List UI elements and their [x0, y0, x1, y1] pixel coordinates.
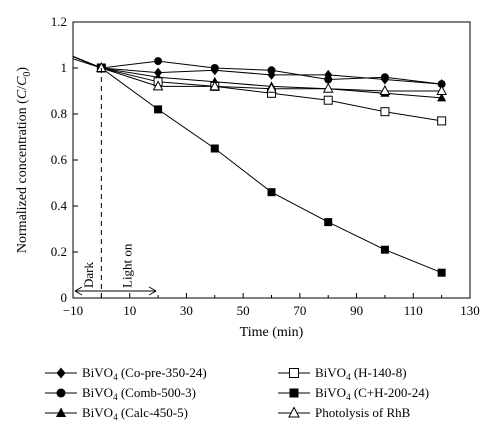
- x-tick-label: 130: [460, 303, 480, 318]
- series-line: [72, 56, 442, 85]
- y-tick-label: 0.8: [51, 106, 67, 121]
- arrow-head-right: [148, 286, 157, 296]
- data-point: [209, 80, 221, 91]
- data-point: [154, 57, 163, 66]
- x-tick-label: −10: [63, 303, 83, 318]
- series-3: [72, 56, 447, 102]
- data-point: [380, 245, 389, 254]
- axes: 0 0.2 0.4 0.6 0.8 1 1.2 −10 10 30 50 70 90 110 130 Time…: [15, 14, 480, 340]
- y-tick-label: 0.2: [51, 244, 67, 259]
- data-point: [323, 95, 333, 105]
- series-6: [72, 56, 447, 95]
- series-line: [72, 58, 442, 85]
- series-group: [72, 56, 447, 277]
- data-point: [266, 82, 277, 93]
- data-point: [437, 92, 447, 102]
- arrow-head-left: [74, 286, 83, 296]
- data-point: [210, 64, 219, 72]
- data-point: [436, 84, 447, 95]
- data-point: [152, 80, 164, 91]
- data-point: [322, 82, 334, 93]
- data-point: [210, 144, 219, 153]
- light-on-label: Light on: [119, 243, 134, 288]
- y-tick-label: 0.6: [51, 152, 68, 167]
- data-point: [267, 188, 276, 197]
- x-tick-label: 10: [123, 303, 136, 318]
- y-tick-label: 1.2: [51, 14, 67, 29]
- series-line: [72, 56, 442, 92]
- data-point: [380, 73, 389, 82]
- series-line: [72, 56, 442, 274]
- data-point: [380, 107, 390, 117]
- x-tick-label: 50: [237, 303, 250, 318]
- annotations: Dark Light on: [74, 68, 157, 298]
- y-tick-label: 1: [61, 60, 68, 75]
- y-tick-label: 0.4: [51, 198, 68, 213]
- x-axis-title: Time (min): [240, 325, 304, 340]
- data-point: [437, 116, 447, 126]
- series-line: [72, 56, 442, 122]
- x-tick-label: 110: [404, 303, 423, 318]
- series-line: [72, 56, 442, 99]
- data-point: [154, 105, 163, 114]
- y-tick-label: 0: [61, 290, 68, 305]
- data-point: [324, 218, 333, 227]
- data-point: [379, 84, 391, 95]
- dark-label: Dark: [81, 262, 96, 288]
- data-point: [267, 66, 276, 75]
- data-point: [437, 80, 446, 89]
- data-point: [437, 268, 446, 277]
- data-point: [324, 75, 333, 84]
- y-axis-title: Normalized concentration (C/C0): [15, 67, 33, 254]
- x-tick-label: 90: [350, 303, 363, 318]
- x-tick-label: 70: [293, 303, 306, 318]
- x-tick-label: 30: [180, 303, 193, 318]
